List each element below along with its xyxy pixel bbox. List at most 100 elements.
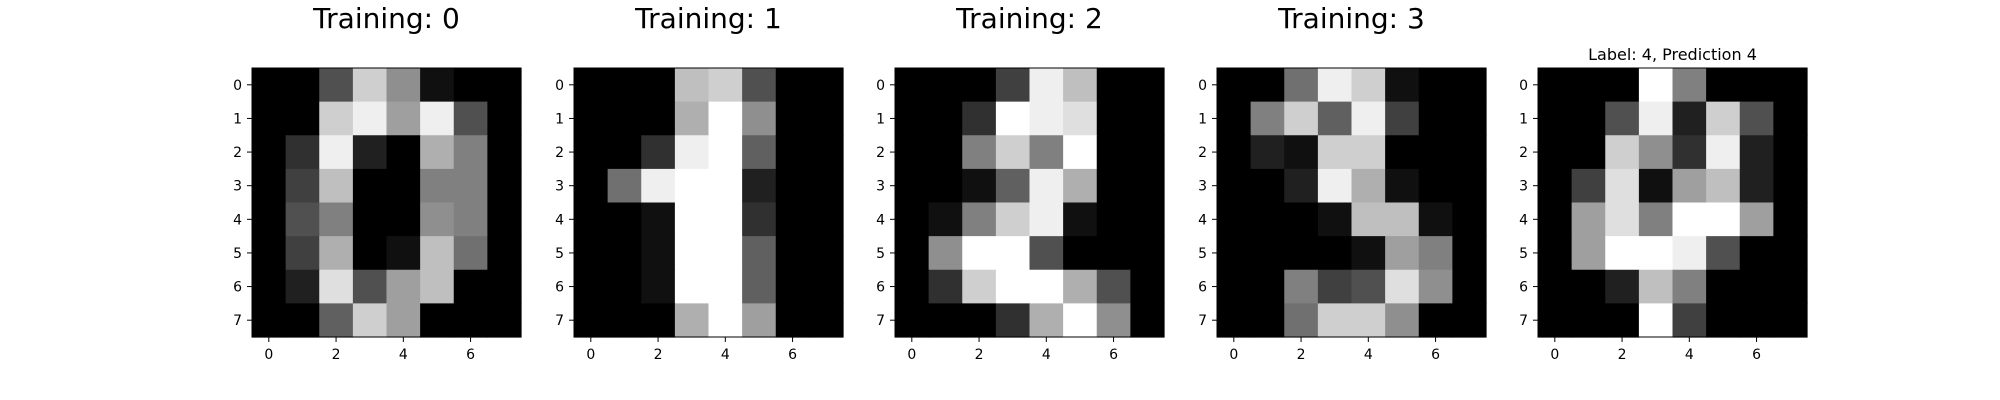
- pixel-cell: [1063, 68, 1098, 103]
- y-tick-label: 3: [1198, 179, 1207, 195]
- pixel-cell: [319, 303, 354, 338]
- digit-panel-4: Label: 4, Prediction 4 0 2 4 6 0 1 2 3 4 5 6 7: [1519, 45, 1808, 363]
- y-tick-label: 4: [1198, 212, 1207, 228]
- pixel-cell: [1029, 303, 1064, 338]
- pixel-cell: [1385, 168, 1420, 204]
- pixel-cell: [1638, 269, 1674, 304]
- pixel-cell: [1452, 135, 1487, 170]
- pixel-cell: [775, 101, 810, 136]
- x-tick-label: 4: [721, 347, 730, 363]
- pixel-cell: [386, 135, 421, 170]
- pixel-cell: [1452, 168, 1487, 204]
- pixel-cell: [775, 68, 810, 103]
- y-tick-label: 5: [1519, 246, 1528, 262]
- pixel-cell: [1096, 269, 1131, 304]
- pixel-cell: [352, 135, 388, 170]
- pixel-cell: [1571, 236, 1606, 271]
- pixel-cell: [1739, 68, 1774, 103]
- y-tick-label: 6: [1198, 280, 1207, 296]
- pixel-cell: [1063, 303, 1098, 338]
- y-tick-label: 1: [555, 111, 564, 127]
- pixel-cell: [1130, 202, 1165, 237]
- pixel-cell: [1351, 202, 1386, 237]
- pixel-cell: [1284, 135, 1319, 170]
- pixel-cell: [962, 68, 997, 103]
- pixel-cell: [1063, 236, 1098, 271]
- pixel-cell: [1605, 101, 1640, 136]
- pixel-cell: [453, 303, 488, 338]
- pixel-cell: [1538, 202, 1573, 237]
- pixel-cell: [1739, 168, 1774, 204]
- pixel-cell: [775, 135, 810, 170]
- panel-title: Training: 1: [634, 2, 782, 35]
- pixel-cell: [1672, 269, 1707, 304]
- pixel-cell: [1096, 101, 1131, 136]
- pixel-cell: [1284, 303, 1319, 338]
- pixel-cell: [674, 236, 710, 271]
- pixel-cell: [487, 168, 522, 204]
- pixel-cell: [1538, 236, 1573, 271]
- pixel-cell: [453, 202, 488, 237]
- pixel-cell: [1063, 101, 1098, 136]
- y-tick-label: 1: [1519, 111, 1528, 127]
- pixel-cell: [1317, 236, 1353, 271]
- pixel-cell: [928, 202, 963, 237]
- pixel-cell: [1672, 236, 1707, 271]
- pixel-cell: [1284, 236, 1319, 271]
- pixel-cell: [995, 168, 1031, 204]
- pixel-cell: [487, 135, 522, 170]
- pixel-cell: [895, 236, 930, 271]
- x-tick-label: 6: [1109, 347, 1118, 363]
- pixel-cell: [352, 269, 388, 304]
- pixel-cell: [1638, 236, 1674, 271]
- x-tick-label: 4: [399, 347, 408, 363]
- y-tick-label: 0: [1519, 78, 1528, 94]
- pixel-cell: [607, 68, 642, 103]
- pixel-cell: [641, 269, 676, 304]
- pixel-cell: [708, 68, 743, 103]
- x-tick-label: 2: [1618, 347, 1627, 363]
- pixel-cell: [995, 202, 1031, 237]
- pixel-cell: [962, 236, 997, 271]
- pixel-cell: [1773, 135, 1808, 170]
- pixel-cell: [1130, 68, 1165, 103]
- pixel-cell: [319, 236, 354, 271]
- pixel-cell: [995, 135, 1031, 170]
- pixel-cell: [1773, 236, 1808, 271]
- pixel-cell: [742, 269, 777, 304]
- pixel-cell: [1385, 236, 1420, 271]
- y-tick-label: 1: [1198, 111, 1207, 127]
- pixel-cell: [809, 303, 844, 338]
- pixel-cell: [1706, 135, 1741, 170]
- pixel-cell: [574, 168, 609, 204]
- pixel-cell: [1571, 101, 1606, 136]
- y-tick-label: 3: [555, 179, 564, 195]
- y-tick-label: 5: [1198, 246, 1207, 262]
- pixel-cell: [252, 68, 287, 103]
- pixel-cell: [607, 236, 642, 271]
- x-tick-label: 2: [654, 347, 663, 363]
- pixel-cell: [1538, 303, 1573, 338]
- pixel-cell: [1571, 269, 1606, 304]
- pixel-cell: [386, 236, 421, 271]
- pixel-cell: [1452, 68, 1487, 103]
- pixel-cell: [1130, 303, 1165, 338]
- y-tick-label: 4: [233, 212, 242, 228]
- pixel-cell: [742, 168, 777, 204]
- pixel-cell: [674, 303, 710, 338]
- pixel-cell: [1250, 168, 1285, 204]
- pixel-cell: [1250, 303, 1285, 338]
- y-tick-label: 5: [876, 246, 885, 262]
- pixel-cell: [487, 68, 522, 103]
- pixel-cell: [928, 135, 963, 170]
- pixel-cell: [1063, 135, 1098, 170]
- pixel-cell: [895, 269, 930, 304]
- pixel-cell: [1096, 135, 1131, 170]
- pixel-cell: [1029, 236, 1064, 271]
- pixel-cell: [641, 168, 676, 204]
- x-tick-label: 2: [332, 347, 341, 363]
- pixel-cell: [1351, 303, 1386, 338]
- pixel-cell: [895, 168, 930, 204]
- y-tick-label: 4: [876, 212, 885, 228]
- digit-panel-2: Training: 2 0 2 4 6 0 1 2 3 4 5 6 7: [876, 2, 1165, 363]
